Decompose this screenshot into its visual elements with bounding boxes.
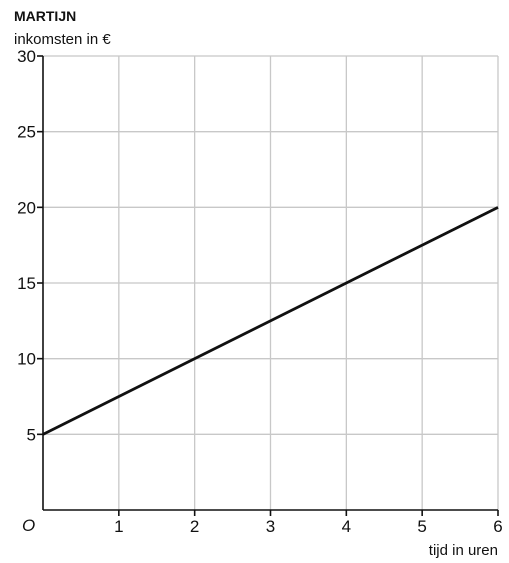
y-tick-label-5: 5	[27, 425, 36, 444]
series-line-0	[42, 206, 499, 436]
y-tick-label-10: 10	[17, 350, 36, 369]
y-tick-label-30: 30	[17, 47, 36, 66]
grid-lines	[43, 55, 499, 510]
x-tick-label-4: 4	[342, 517, 351, 536]
x-tick-label-6: 6	[493, 517, 502, 536]
chart-title: MARTIJN	[14, 8, 76, 24]
tick-labels: 5 10 15 20 25 30 1 2 3 4 5 6	[17, 47, 503, 536]
y-tick-label-15: 15	[17, 274, 36, 293]
x-tick-label-2: 2	[190, 517, 199, 536]
axes	[37, 55, 499, 516]
y-tick-label-20: 20	[17, 198, 36, 217]
y-axis-label: inkomsten in €	[14, 31, 111, 48]
series-group	[42, 206, 499, 436]
x-tick-label-3: 3	[266, 517, 275, 536]
origin-label: O	[22, 516, 35, 535]
x-axis-label: tijd in uren	[429, 542, 498, 559]
x-tick-label-5: 5	[417, 517, 426, 536]
y-tick-label-25: 25	[17, 123, 36, 142]
x-tick-label-1: 1	[114, 517, 123, 536]
